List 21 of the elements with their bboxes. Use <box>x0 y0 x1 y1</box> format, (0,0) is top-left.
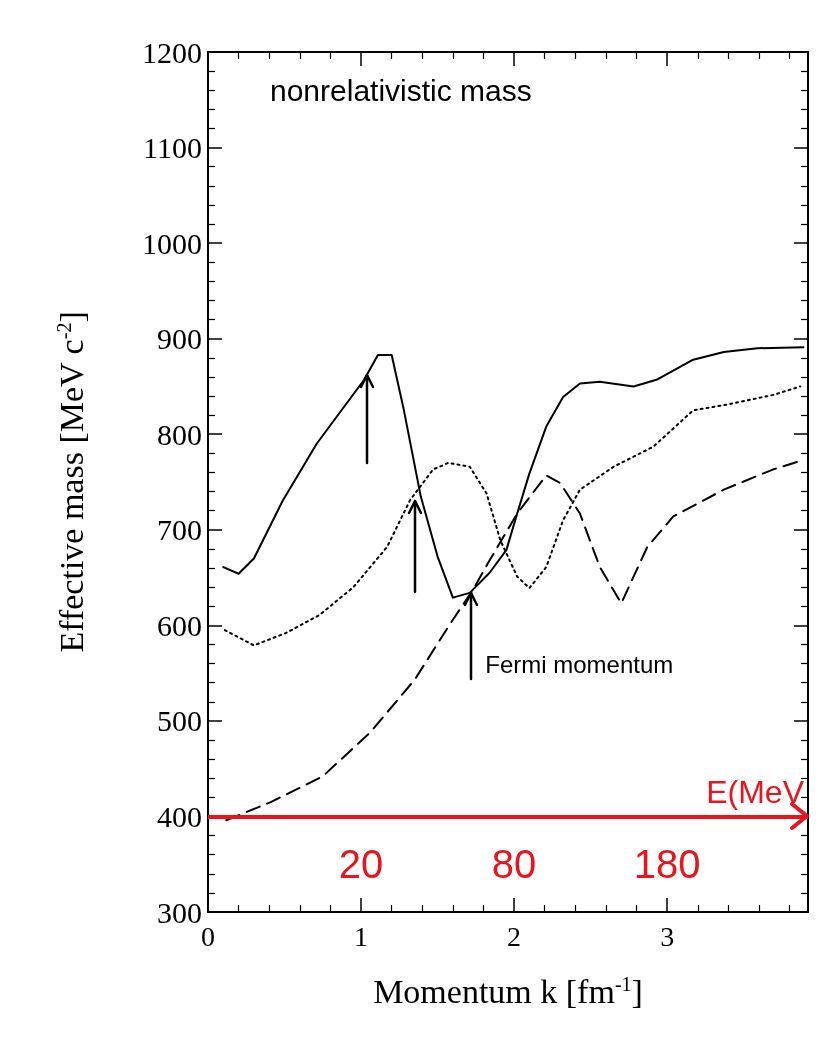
annotation: 180 <box>633 842 701 887</box>
y-tick-label: 1100 <box>143 131 202 165</box>
y-tick-label: 700 <box>157 513 202 547</box>
x-tick-label: 3 <box>660 920 675 952</box>
ref-line-label: E(MeV <box>706 774 805 811</box>
y-tick-label: 400 <box>157 799 202 833</box>
y-tick-label: 300 <box>157 895 202 929</box>
x-tick-label: 1 <box>354 920 369 952</box>
annotation: 20 <box>338 842 384 887</box>
annotation: Fermi momentum <box>485 651 674 679</box>
y-tick-label: 1200 <box>142 35 202 69</box>
y-axis-title: Effective mass [MeV c-2] <box>52 311 90 653</box>
x-tick-label: 0 <box>201 920 215 952</box>
annotation: 80 <box>491 842 537 887</box>
x-tick-label: 2 <box>507 920 522 952</box>
y-tick-label: 900 <box>157 322 202 356</box>
y-tick-label: 600 <box>157 608 202 642</box>
text: nonrelativistic mass <box>270 73 532 107</box>
y-tick-label: 1000 <box>142 226 202 260</box>
y-tick-label: 800 <box>157 417 202 451</box>
y-tick-label: 500 <box>157 704 202 738</box>
